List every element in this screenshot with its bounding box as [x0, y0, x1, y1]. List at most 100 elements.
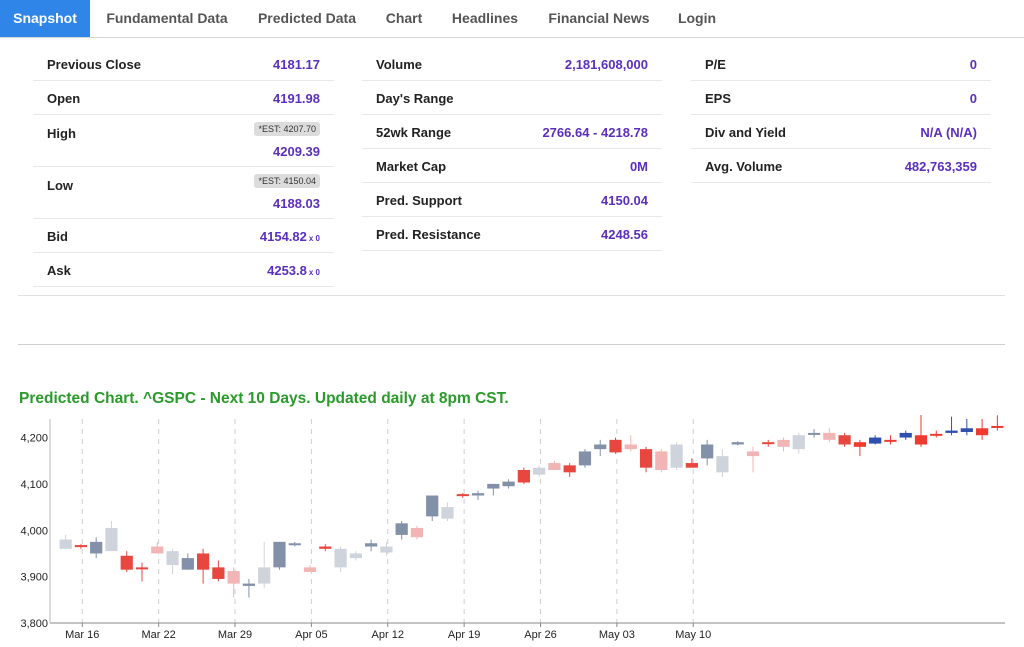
tab-snapshot[interactable]: Snapshot [0, 0, 90, 37]
candle-body [930, 433, 943, 436]
stat-label: Ask [47, 263, 71, 278]
candle-body [807, 432, 821, 435]
candle-body [410, 527, 424, 538]
candle [517, 467, 530, 484]
x-axis: Mar 16 Mar 22 Mar 29 Apr 05 Apr 12 Apr 19 Apr … [65, 623, 711, 641]
candle-body [319, 546, 332, 549]
x-tick-label: May 03 [599, 629, 635, 641]
candle [914, 415, 928, 447]
candle [380, 541, 393, 556]
candle-body [441, 507, 454, 519]
candle [960, 419, 973, 436]
candle-body [105, 527, 118, 552]
stat-days-range: Day's Range [362, 82, 662, 115]
x-tick-label: Apr 26 [524, 629, 556, 641]
candle [105, 521, 118, 552]
candle-body [517, 470, 530, 483]
tab-chart[interactable]: Chart [385, 10, 423, 26]
candle [303, 565, 317, 572]
candle-body [349, 553, 362, 559]
candle-body [426, 495, 439, 517]
chart-grid [49, 419, 1005, 624]
candle-body [914, 435, 928, 445]
candle [395, 521, 408, 540]
stat-pe: P/E 0 [691, 48, 991, 81]
candle [426, 495, 439, 521]
candle [899, 430, 912, 440]
candle-body [471, 493, 485, 496]
stat-label: Avg. Volume [705, 159, 783, 174]
tab-predicted-data[interactable]: Predicted Data [257, 10, 357, 26]
tab-financial-news[interactable]: Financial News [548, 10, 650, 26]
candle [777, 437, 790, 452]
stat-label: Div and Yield [705, 125, 786, 140]
candle [609, 437, 622, 454]
candle [365, 539, 378, 552]
stat-value: 4181.17 [273, 57, 320, 72]
candle-body [502, 481, 515, 487]
candle [884, 435, 897, 445]
candle [655, 449, 668, 473]
candle-body [624, 444, 637, 450]
candle [181, 553, 194, 570]
stat-value: 4150.04 [601, 193, 648, 208]
candle-body [242, 583, 256, 586]
candle [74, 544, 88, 549]
y-tick-label: 3,800 [20, 618, 48, 630]
candle-body [594, 444, 607, 450]
candle [166, 548, 179, 575]
candle [258, 541, 271, 589]
candle [212, 560, 225, 582]
stat-open: Open 4191.98 [33, 82, 334, 115]
candle [441, 502, 454, 521]
candle-body [853, 442, 867, 447]
candle-body [380, 546, 393, 553]
stat-value: 4209.39 [273, 144, 320, 159]
x-tick-label: Mar 22 [142, 629, 176, 641]
y-tick-label: 4,100 [20, 479, 48, 491]
candle-body [563, 465, 576, 473]
stat-value: 4191.98 [273, 91, 320, 106]
candle-body [945, 430, 958, 433]
x-tick-label: Apr 05 [295, 629, 327, 641]
stat-label: Open [47, 91, 81, 106]
divider [18, 344, 1005, 345]
candle [853, 439, 867, 457]
candle-body [303, 567, 317, 572]
stat-value: 0 [969, 91, 977, 106]
candle [807, 429, 821, 438]
candle-body [120, 555, 133, 570]
candle [487, 483, 500, 496]
candle-body [227, 571, 240, 584]
candle-body [639, 449, 653, 468]
x-tick-label: Apr 19 [448, 629, 480, 641]
candle [563, 463, 576, 477]
candle [242, 578, 256, 598]
candle [792, 432, 805, 454]
candle [319, 544, 332, 552]
candle-body [777, 439, 790, 447]
bid-size: x 0 [308, 234, 320, 243]
candle-body [548, 463, 561, 470]
candle-body [991, 425, 1004, 428]
stat-label: EPS [705, 91, 732, 106]
stats-panel: Previous Close 4181.17 Open 4191.98 High… [0, 48, 1024, 298]
stat-div-yield: Div and Yield N/A (N/A) [691, 116, 991, 149]
tab-headlines[interactable]: Headlines [451, 10, 519, 26]
candles [59, 415, 1004, 598]
y-axis: 3,800 3,900 4,000 4,100 4,200 [20, 433, 48, 630]
candle-body [166, 551, 179, 566]
stat-label: Day's Range [376, 91, 454, 106]
tab-login[interactable]: Login [677, 10, 717, 26]
x-tick-label: Mar 29 [218, 629, 252, 641]
estimate-badge: *EST: 4207.70 [254, 122, 320, 136]
candle [196, 548, 210, 584]
candle-body [74, 545, 88, 548]
candle-body [395, 523, 408, 535]
y-tick-label: 4,000 [20, 525, 48, 537]
stat-bid: Bid 4154.82 x 0 [33, 220, 334, 253]
candle-body [487, 483, 500, 489]
chart-title: Predicted Chart. ^GSPC - Next 10 Days. U… [19, 390, 509, 407]
candle-body [960, 428, 973, 432]
tab-fundamental-data[interactable]: Fundamental Data [106, 10, 228, 26]
